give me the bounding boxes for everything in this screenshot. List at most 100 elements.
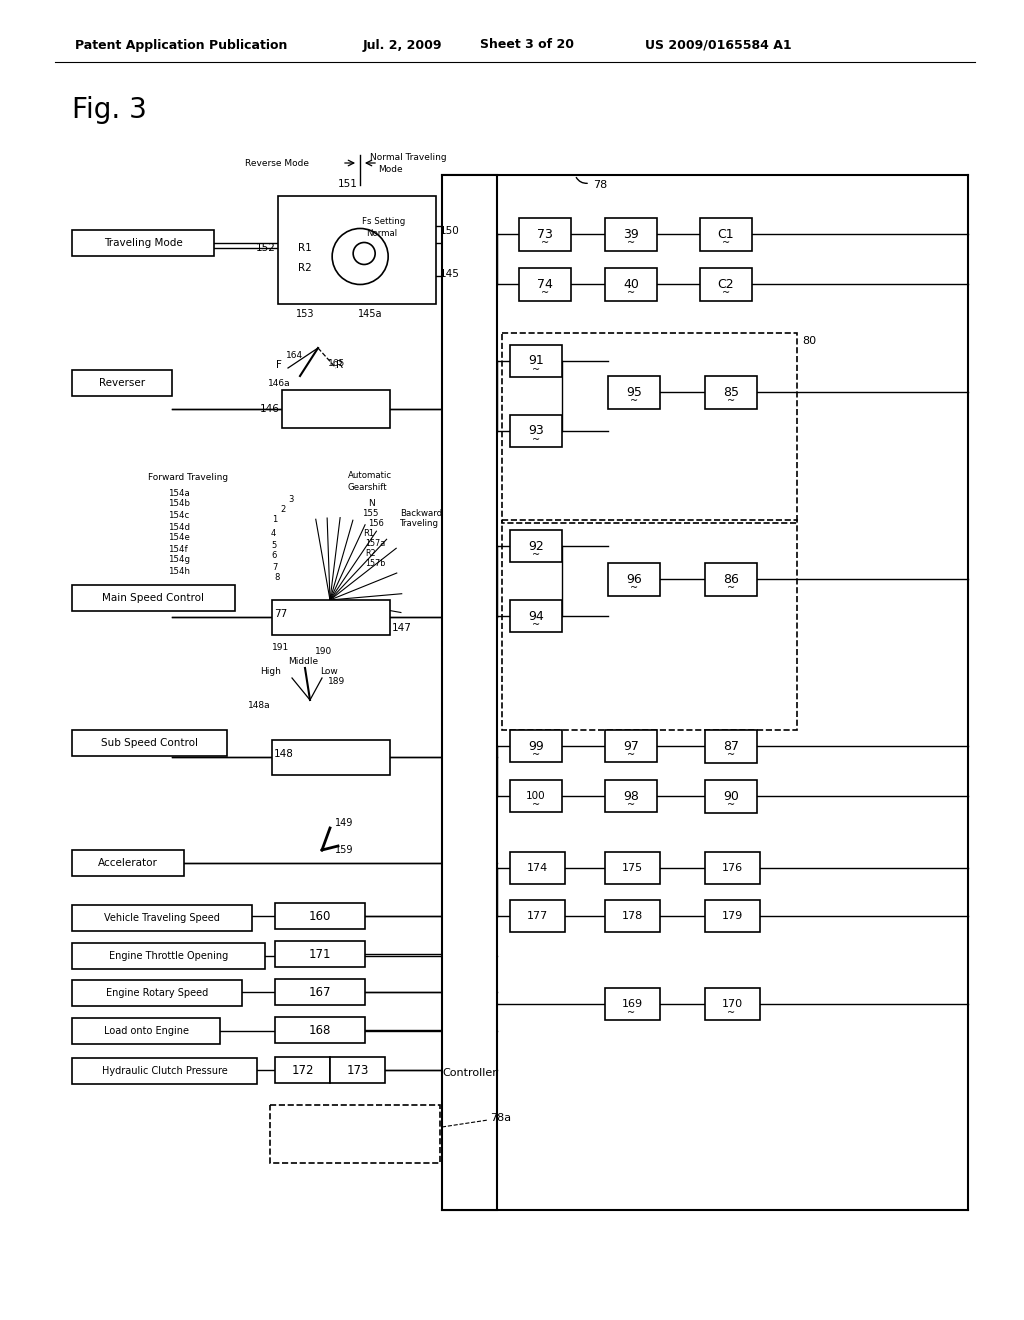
FancyBboxPatch shape xyxy=(510,531,562,562)
FancyBboxPatch shape xyxy=(605,730,657,762)
Text: 154c: 154c xyxy=(168,511,189,520)
Text: 168: 168 xyxy=(309,1023,331,1036)
FancyBboxPatch shape xyxy=(72,906,252,931)
Text: 191: 191 xyxy=(272,644,289,652)
Text: 189: 189 xyxy=(328,677,345,686)
Text: 174: 174 xyxy=(527,863,548,873)
Text: 100: 100 xyxy=(526,791,546,801)
Text: 145a: 145a xyxy=(358,309,383,319)
Text: R2: R2 xyxy=(365,549,376,557)
Text: Engine Rotary Speed: Engine Rotary Speed xyxy=(105,987,208,998)
Text: 78: 78 xyxy=(593,180,607,190)
Text: ~: ~ xyxy=(727,800,735,810)
FancyBboxPatch shape xyxy=(605,218,657,251)
FancyBboxPatch shape xyxy=(510,730,562,762)
Text: 77: 77 xyxy=(274,609,288,619)
Text: 97: 97 xyxy=(623,739,639,752)
Text: F: F xyxy=(276,360,282,370)
Text: 165: 165 xyxy=(328,359,345,367)
Text: Traveling: Traveling xyxy=(400,520,439,528)
Text: Reverser: Reverser xyxy=(99,378,145,388)
FancyBboxPatch shape xyxy=(282,389,390,428)
Text: 4: 4 xyxy=(271,528,276,537)
FancyBboxPatch shape xyxy=(330,1057,385,1082)
Text: 93: 93 xyxy=(528,425,544,437)
Text: 167: 167 xyxy=(309,986,331,998)
FancyBboxPatch shape xyxy=(72,1018,220,1044)
FancyBboxPatch shape xyxy=(72,979,242,1006)
FancyBboxPatch shape xyxy=(510,851,565,884)
Text: 96: 96 xyxy=(626,573,642,586)
Text: Patent Application Publication: Patent Application Publication xyxy=(75,38,288,51)
Text: High: High xyxy=(260,668,281,676)
Text: Traveling Mode: Traveling Mode xyxy=(103,238,182,248)
Text: 164: 164 xyxy=(286,351,303,360)
FancyBboxPatch shape xyxy=(608,564,660,597)
FancyBboxPatch shape xyxy=(275,903,365,929)
Text: Gearshift: Gearshift xyxy=(348,483,388,491)
Text: Automatic: Automatic xyxy=(348,471,392,480)
Text: 74: 74 xyxy=(537,279,553,290)
FancyBboxPatch shape xyxy=(510,414,562,447)
Text: 148a: 148a xyxy=(248,701,270,710)
FancyBboxPatch shape xyxy=(705,376,757,409)
Text: Fs Setting: Fs Setting xyxy=(362,216,406,226)
FancyBboxPatch shape xyxy=(510,601,562,632)
Text: 159: 159 xyxy=(335,845,353,855)
Text: Engine Throttle Opening: Engine Throttle Opening xyxy=(109,950,228,961)
Text: 190: 190 xyxy=(315,648,332,656)
FancyBboxPatch shape xyxy=(510,345,562,378)
Text: 173: 173 xyxy=(346,1064,369,1077)
Text: 3: 3 xyxy=(288,495,293,503)
Text: ~: ~ xyxy=(630,396,638,407)
Text: ~: ~ xyxy=(531,800,540,810)
FancyBboxPatch shape xyxy=(705,564,757,597)
Text: R: R xyxy=(336,360,343,370)
FancyBboxPatch shape xyxy=(608,376,660,409)
Text: Load onto Engine: Load onto Engine xyxy=(103,1026,188,1036)
Text: Sheet 3 of 20: Sheet 3 of 20 xyxy=(480,38,574,51)
Text: R1: R1 xyxy=(298,243,311,253)
Text: 176: 176 xyxy=(722,863,743,873)
Text: 169: 169 xyxy=(622,999,643,1008)
FancyBboxPatch shape xyxy=(519,268,571,301)
FancyBboxPatch shape xyxy=(72,942,265,969)
Text: ~: ~ xyxy=(627,750,635,760)
Text: 91: 91 xyxy=(528,355,544,367)
FancyBboxPatch shape xyxy=(705,730,757,763)
Text: ~: ~ xyxy=(727,396,735,407)
FancyBboxPatch shape xyxy=(700,218,752,251)
Text: ~: ~ xyxy=(627,1008,635,1018)
Text: 40: 40 xyxy=(623,279,639,290)
Text: 156: 156 xyxy=(368,519,384,528)
Text: Normal Traveling: Normal Traveling xyxy=(370,153,446,162)
Text: Forward Traveling: Forward Traveling xyxy=(148,474,228,483)
Text: R2: R2 xyxy=(298,263,311,273)
FancyBboxPatch shape xyxy=(510,780,562,812)
Text: Normal: Normal xyxy=(367,230,397,239)
FancyBboxPatch shape xyxy=(705,780,757,813)
FancyBboxPatch shape xyxy=(705,900,760,932)
Text: ~: ~ xyxy=(727,1008,735,1018)
FancyBboxPatch shape xyxy=(700,268,752,301)
Text: 146a: 146a xyxy=(268,379,291,388)
FancyBboxPatch shape xyxy=(705,987,760,1020)
Text: 8: 8 xyxy=(274,573,280,582)
Text: ~: ~ xyxy=(531,366,540,375)
FancyBboxPatch shape xyxy=(272,741,390,775)
Text: 160: 160 xyxy=(309,909,331,923)
Text: 178: 178 xyxy=(622,911,643,921)
Text: 150: 150 xyxy=(440,226,460,236)
Text: 147: 147 xyxy=(392,623,412,634)
FancyBboxPatch shape xyxy=(72,730,227,756)
Text: 155: 155 xyxy=(362,508,379,517)
Text: 153: 153 xyxy=(296,309,314,319)
Text: 146: 146 xyxy=(260,404,280,414)
Text: 149: 149 xyxy=(335,818,353,828)
Text: 175: 175 xyxy=(622,863,643,873)
Text: C2: C2 xyxy=(718,279,734,290)
Text: 6: 6 xyxy=(271,552,276,561)
Text: Middle: Middle xyxy=(288,657,318,667)
Text: 148: 148 xyxy=(274,748,294,759)
FancyBboxPatch shape xyxy=(272,601,390,635)
